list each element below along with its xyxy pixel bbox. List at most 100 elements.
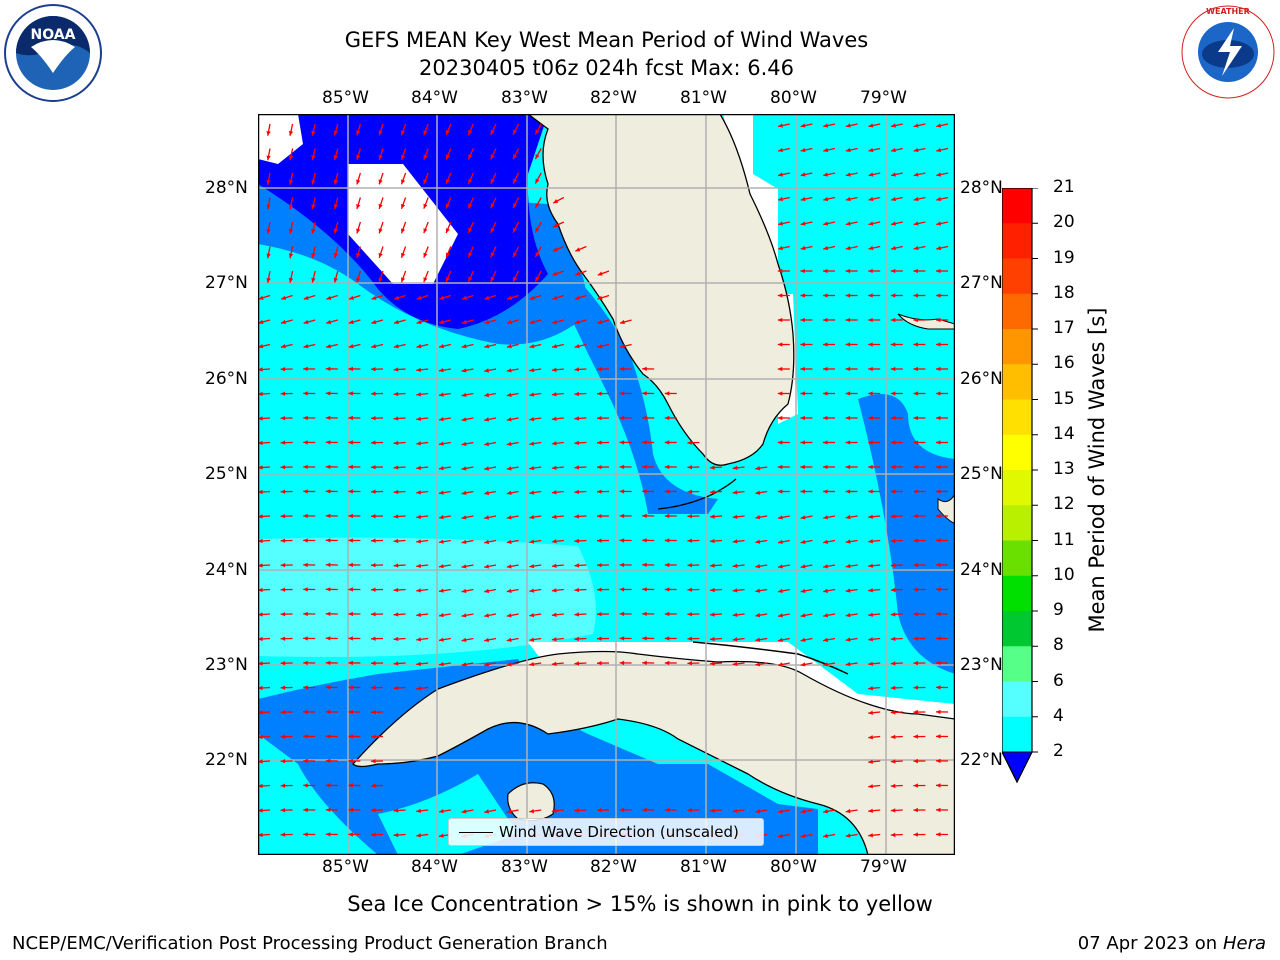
wave-direction-arrowhead (642, 807, 647, 813)
wave-direction-arrowhead (378, 130, 383, 136)
wave-direction-arrowhead (325, 440, 331, 445)
wave-direction-arrowhead (597, 344, 603, 349)
wave-direction-arrowhead (868, 196, 874, 202)
wave-direction-arrowhead (845, 514, 851, 520)
wave-direction-arrowhead (642, 562, 647, 568)
wave-direction-arrowhead (438, 539, 444, 544)
wave-direction-arrowhead (333, 204, 338, 210)
wave-direction-arrowhead (325, 464, 331, 470)
wave-direction-arrowhead (777, 366, 783, 372)
wave-direction-arrowhead (303, 587, 308, 592)
wave-direction-arrowhead (777, 391, 783, 396)
wave-direction-arrowhead (710, 489, 715, 495)
wave-direction-arrowhead (687, 465, 692, 470)
wave-direction-arrowhead (513, 227, 518, 233)
colorbar-tick-label: 14 (1053, 423, 1075, 444)
wave-direction-arrowhead (823, 489, 828, 494)
wave-direction-arrowhead (710, 808, 715, 813)
wave-direction-arrowhead (468, 227, 473, 233)
wave-direction-arrowhead (619, 562, 625, 568)
wave-direction-arrowhead (438, 515, 444, 520)
wave-direction-arrowhead (303, 415, 308, 421)
wave-direction-arrowhead (461, 490, 467, 496)
wave-direction-arrowhead (800, 833, 806, 839)
wave-direction-arrowhead (325, 513, 331, 519)
wave-direction-arrowhead (393, 440, 399, 446)
wave-direction-arrowhead (258, 440, 263, 446)
colorbar-segment (1002, 188, 1032, 224)
wave-direction-arrowhead (552, 319, 558, 325)
wave-direction-arrowhead (936, 783, 941, 788)
wave-direction-arrowhead (552, 295, 558, 300)
wave-direction-arrowhead (913, 807, 918, 813)
wave-direction-arrowhead (325, 415, 331, 421)
wave-direction-arrowhead (823, 172, 829, 177)
wave-direction-arrowhead (280, 538, 286, 543)
florida-keys (657, 478, 737, 510)
wave-direction-arrowhead (371, 295, 377, 300)
wave-direction-arrowhead (755, 809, 761, 814)
wave-direction-arrowhead (416, 563, 421, 569)
wave-direction-arrowhead (311, 179, 316, 185)
wave-direction-arrowhead (936, 734, 941, 739)
wave-direction-arrowhead (371, 587, 376, 592)
wave-direction-arrowhead (642, 636, 647, 641)
wave-direction-arrowhead (890, 661, 896, 666)
wave-direction-arrowhead (280, 587, 286, 592)
wave-direction-arrowhead (266, 155, 271, 161)
wave-direction-arrowhead (687, 612, 692, 617)
legend-line-icon (459, 832, 493, 833)
wave-direction-arrowhead (845, 489, 851, 494)
wave-direction-arrowhead (484, 490, 490, 496)
wave-direction-arrowhead (529, 661, 535, 667)
wave-direction-arrowhead (303, 636, 308, 641)
ocean-blue-region-south (258, 659, 818, 855)
wave-direction-arrowhead (710, 514, 715, 519)
wave-direction-arrowhead (513, 154, 518, 160)
wave-direction-arrowhead (574, 514, 580, 519)
wave-direction-arrowhead (823, 464, 828, 470)
wave-direction-arrowhead (913, 734, 918, 739)
wave-direction-arrowhead (423, 179, 428, 185)
wave-direction-arrowhead (778, 147, 783, 153)
wave-direction-arrowhead (936, 587, 941, 592)
lon-label: 84°W (411, 857, 458, 877)
wave-direction-arrowhead (845, 342, 851, 347)
wave-direction-arrowhead (552, 344, 557, 349)
wave-direction-arrowhead (777, 415, 783, 421)
wave-direction-arrowhead (258, 465, 263, 470)
wave-direction-arrowhead (777, 317, 783, 323)
wave-direction-arrowhead (506, 613, 512, 618)
wave-direction-arrowhead (619, 489, 625, 494)
wave-direction-arrowhead (778, 613, 783, 618)
wave-direction-arrowhead (823, 221, 829, 226)
wave-direction-arrowhead (936, 464, 941, 470)
wave-direction-arrowhead (890, 783, 896, 789)
wave-direction-arrowhead (778, 515, 783, 520)
wave-direction-arrowhead (461, 368, 467, 373)
wave-direction-arrowhead (416, 465, 421, 471)
wave-direction-arrowhead (529, 490, 535, 495)
wave-direction-arrowhead (288, 277, 294, 283)
wave-direction-arrowhead (891, 221, 896, 226)
wave-direction-arrowhead (333, 130, 338, 136)
wave-direction-arrowhead (280, 489, 286, 494)
nws-logo-icon: WEATHER (1178, 2, 1278, 102)
wave-direction-arrowhead (378, 203, 383, 209)
colorbar-segment (1002, 293, 1032, 330)
wave-direction-arrowhead (868, 539, 873, 544)
wave-direction-arrowhead (551, 637, 557, 642)
wave-direction-arrowhead (393, 808, 399, 813)
wave-direction-arrowhead (597, 538, 602, 543)
wave-direction-arrowhead (913, 366, 918, 372)
wave-direction-arrowhead (371, 685, 376, 690)
wave-direction-arrowhead (778, 564, 783, 569)
wave-direction-arrowhead (800, 809, 806, 814)
wave-direction-arrowhead (423, 252, 428, 258)
map-panel (257, 113, 956, 863)
wave-direction-arrowhead (348, 295, 354, 300)
wave-direction-arrowhead (777, 342, 783, 347)
wave-direction-arrowhead (356, 204, 361, 209)
wave-direction-arrowhead (552, 247, 558, 252)
wave-direction-arrowhead (280, 611, 286, 617)
